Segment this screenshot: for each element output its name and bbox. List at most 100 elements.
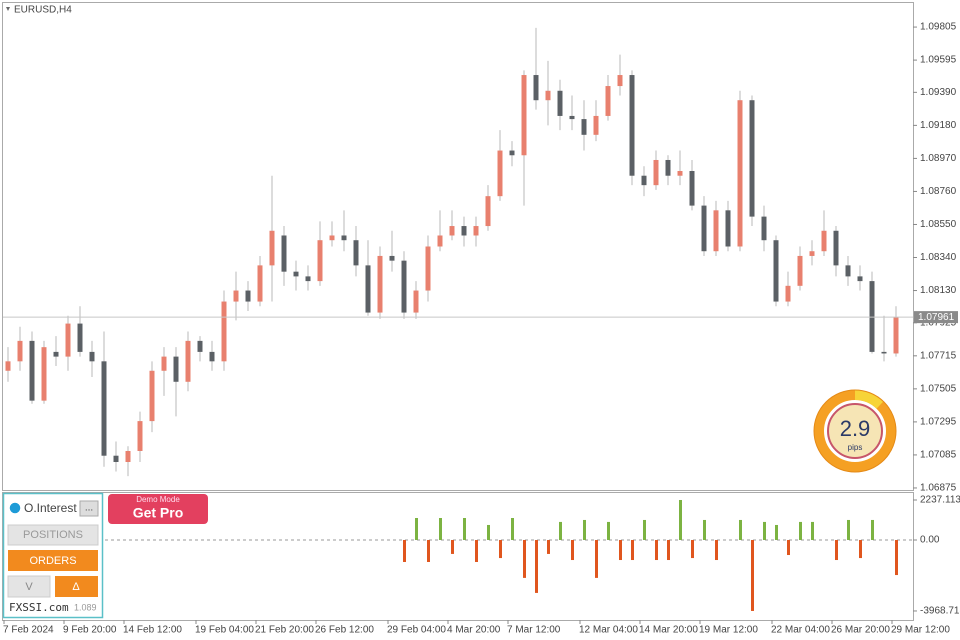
candle-body — [305, 276, 311, 282]
x-tick-label: 29 Feb 04:00 — [387, 625, 446, 636]
candle-body — [185, 340, 191, 382]
candle-body — [569, 115, 575, 120]
symbol-menu[interactable] — [6, 7, 10, 11]
candle-body — [29, 340, 35, 401]
x-tick-label: 9 Feb 20:00 — [63, 625, 117, 636]
candle-body — [893, 317, 899, 354]
bar — [847, 519, 850, 540]
bar — [703, 519, 706, 540]
bar — [787, 539, 790, 556]
candle-body — [881, 351, 887, 354]
candle-body — [629, 75, 635, 176]
candle-body — [557, 90, 563, 116]
x-tick-label: 7 Feb 2024 — [3, 625, 54, 636]
candle-body — [329, 235, 335, 241]
pro-label: Get Pro — [133, 505, 184, 521]
y-tick-label: 1.09390 — [920, 87, 957, 98]
positions-button[interactable] — [7, 524, 99, 546]
candle-body — [665, 159, 671, 176]
candle-body — [581, 119, 587, 135]
bar — [463, 517, 466, 540]
gauge-face — [827, 403, 883, 459]
candle-body — [173, 356, 179, 382]
y-tick-label: 1.08340 — [920, 252, 957, 263]
candle-body — [821, 230, 827, 252]
candle-body — [725, 210, 731, 247]
bar — [643, 519, 646, 540]
candle-body — [605, 86, 611, 116]
x-tick-label: 19 Mar 12:00 — [699, 625, 758, 636]
x-tick-label: 22 Mar 04:00 — [771, 625, 830, 636]
delta-label: Δ — [72, 581, 80, 593]
candle-body — [365, 265, 371, 313]
bar — [835, 539, 838, 561]
bar — [547, 539, 550, 554]
candle-body — [65, 323, 71, 357]
candle-body — [17, 340, 23, 362]
candle-body — [89, 351, 95, 362]
radio[interactable] — [8, 501, 22, 515]
candle-body — [293, 271, 299, 277]
candle-body — [761, 216, 767, 241]
candle-body — [509, 150, 515, 156]
candle-body — [749, 100, 755, 217]
y-tick-label: 2237.113 — [920, 495, 960, 506]
x-tick-label: 26 Mar 20:00 — [831, 625, 890, 636]
bar — [691, 539, 694, 559]
candle-body — [245, 290, 251, 302]
get-pro-button[interactable] — [108, 494, 208, 524]
candle-body — [113, 455, 119, 463]
more-button[interactable] — [79, 500, 99, 517]
x-tick-label: 7 Mar 12:00 — [507, 625, 561, 636]
candle-body — [389, 255, 395, 261]
candle-body — [737, 100, 743, 247]
candle-body — [845, 265, 851, 277]
bar — [631, 539, 634, 561]
y-tick-label: 1.07085 — [920, 450, 957, 461]
candle-body — [233, 290, 239, 302]
x-tick-label: 12 Mar 04:00 — [579, 625, 638, 636]
bar — [523, 539, 526, 578]
bar — [655, 539, 658, 561]
y-tick-label: 1.08760 — [920, 186, 957, 197]
candle-body — [413, 290, 419, 313]
bar — [439, 517, 442, 540]
brand: FXSSI.com — [9, 601, 69, 614]
candle-body — [473, 226, 479, 236]
plot: 1.09805 1.09595 1.09390 1.09180 1.08970 1.087… — [3, 22, 960, 636]
candle-body — [617, 75, 623, 87]
bar — [403, 539, 406, 562]
gauge-unit: pips — [848, 443, 863, 452]
bar — [799, 521, 802, 540]
candle-body — [353, 240, 359, 266]
indicator-name: O.Interest — [24, 501, 77, 515]
down-label: V — [25, 581, 33, 593]
candle-body — [785, 285, 791, 302]
candle-body — [401, 260, 407, 313]
candle-body — [701, 205, 707, 252]
delta-button[interactable] — [55, 576, 98, 597]
candle-body — [497, 150, 503, 197]
y-tick-label: 1.08970 — [920, 153, 957, 164]
orders-button[interactable] — [8, 550, 98, 571]
down-button[interactable] — [7, 575, 51, 598]
y-tick-label: 1.07505 — [920, 383, 957, 394]
bar — [571, 539, 574, 561]
bar — [535, 539, 538, 593]
y-tick-label: 1.09595 — [920, 55, 957, 66]
bar — [511, 517, 514, 540]
candle-body — [341, 235, 347, 241]
bar — [811, 521, 814, 540]
bar — [679, 499, 682, 540]
indicator-panel — [2, 492, 914, 621]
bar — [595, 539, 598, 578]
candle-body — [149, 370, 155, 422]
bar — [859, 539, 862, 559]
bar — [583, 519, 586, 540]
bar — [499, 539, 502, 559]
candle-body — [137, 421, 143, 451]
candle-body — [269, 230, 275, 266]
chart-title: EURUSD,H4 — [14, 5, 72, 16]
bar — [607, 521, 610, 540]
